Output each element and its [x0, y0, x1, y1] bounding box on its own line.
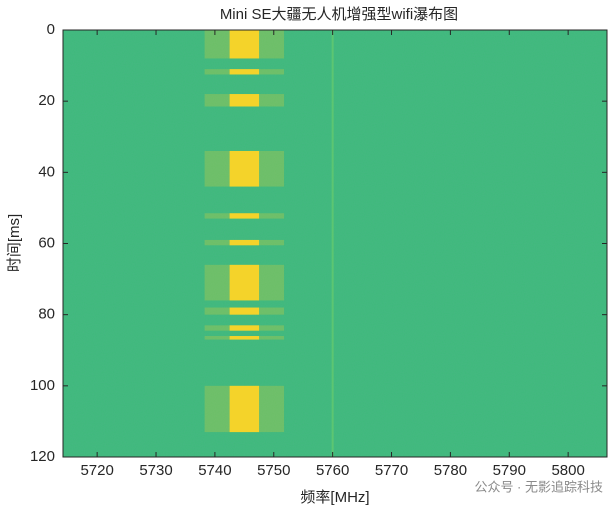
x-tick-label: 5770: [375, 462, 408, 479]
burst: [229, 213, 260, 219]
burst: [229, 307, 260, 315]
y-tick-label: 0: [47, 21, 55, 38]
burst: [229, 385, 260, 433]
x-tick-label: 5750: [257, 462, 290, 479]
chart-title: Mini SE大疆无人机增强型wifi瀑布图: [220, 6, 458, 23]
burst: [229, 30, 260, 59]
burst: [229, 264, 260, 301]
y-tick-label: 120: [30, 448, 55, 465]
y-tick-label: 60: [38, 234, 55, 251]
y-tick-label: 20: [38, 92, 55, 109]
burst: [229, 150, 260, 187]
x-axis-label: 频率[MHz]: [300, 489, 369, 506]
x-tick-label: 5740: [198, 462, 231, 479]
x-tick-label: 5720: [80, 462, 113, 479]
y-axis-label: 时间[ms]: [6, 214, 23, 272]
x-tick-label: 5800: [551, 462, 584, 479]
noise: [63, 30, 607, 457]
x-tick-label: 5730: [139, 462, 172, 479]
y-tick-label: 100: [30, 377, 55, 394]
plot-area: [63, 30, 607, 457]
burst: [229, 325, 260, 331]
burst: [229, 69, 260, 75]
burst: [229, 239, 260, 246]
watermark: 公众号 · 无影追踪科技: [474, 479, 603, 494]
x-tick-label: 5790: [493, 462, 526, 479]
x-tick-label: 5780: [434, 462, 467, 479]
burst: [229, 94, 260, 107]
y-tick-label: 40: [38, 163, 55, 180]
y-tick-label: 80: [38, 306, 55, 323]
burst: [229, 336, 260, 340]
x-tick-label: 5760: [316, 462, 349, 479]
